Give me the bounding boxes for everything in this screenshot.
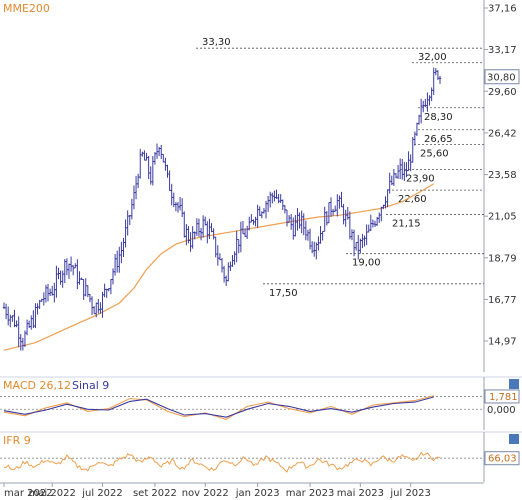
time-axis-tick-label: mai 2022: [29, 488, 76, 499]
macd-panel: MACD 26,12 Sinal 9 0,000 1,781: [0, 376, 522, 430]
level-label: 32,00: [418, 52, 447, 63]
price-y-tick-label: 37,16: [488, 4, 517, 15]
ifr-last-value-label: 66,03: [488, 454, 517, 465]
price-y-tick-label: 23,58: [488, 170, 517, 181]
time-axis-tick-label: mai 2023: [337, 488, 384, 499]
last-price-label: 30,80: [487, 72, 516, 83]
level-label: 25,60: [420, 148, 449, 159]
macd-zero-tick: 0,000: [487, 405, 516, 416]
macd-signal-legend-label: Sinal 9: [72, 379, 109, 392]
level-label: 21,15: [392, 218, 421, 229]
price-y-tick-label: 26,42: [488, 128, 517, 139]
ifr-last-value-box: [484, 451, 520, 466]
price-bars: [2, 67, 442, 351]
price-y-tick-label: 33,17: [488, 45, 517, 56]
level-lines: 33,30 32,00 28,30 26,65 25,60 23,90 22,60 21,15…: [196, 37, 484, 299]
ifr-panel-button[interactable]: [509, 434, 519, 444]
macd-panel-button[interactable]: [509, 379, 519, 389]
level-label: 28,30: [424, 112, 453, 123]
price-y-tick-label: 18,79: [488, 253, 517, 264]
price-y-tick-label: 29,60: [488, 87, 517, 98]
price-plot-area: [0, 0, 484, 372]
level-label: 26,65: [424, 134, 453, 145]
ifr-panel: IFR 9 66,03: [0, 431, 522, 482]
price-y-tick-label: 21,05: [488, 212, 517, 223]
last-price-box: [484, 69, 520, 85]
ifr-legend-label: IFR 9: [3, 434, 31, 447]
level-label: 19,00: [352, 258, 381, 269]
level-label: 23,90: [406, 174, 435, 185]
time-axis-tick-label: mar 2022: [4, 488, 53, 499]
price-y-tick-label: 14,97: [488, 337, 517, 348]
time-axis-tick-label: jan 2023: [235, 488, 280, 499]
macd-last-value-label: 1,781: [489, 392, 518, 403]
time-axis-tick-label: jul 2023: [389, 488, 431, 499]
macd-last-value-box: [484, 389, 520, 404]
time-axis-tick-label: jul 2022: [81, 488, 123, 499]
time-axis-tick-label: set 2022: [133, 488, 177, 499]
macd-signal-line: [3, 396, 434, 418]
macd-legend-label: MACD 26,12: [3, 379, 71, 392]
level-label: 33,30: [202, 37, 231, 48]
last-price-marker: 30,80: [484, 69, 520, 85]
price-y-tick-label: 16,77: [488, 295, 517, 306]
time-axis-tick-label: nov 2022: [182, 488, 229, 499]
moving-average-legend: MME200: [3, 2, 50, 15]
level-label: 22,60: [398, 194, 427, 205]
level-label: 17,50: [269, 288, 298, 299]
price-panel: MME200 33,30 32,00 28,30 26,65 25,60 23,90 22,…: [0, 0, 520, 372]
time-axis-tick-label: mar 2023: [286, 488, 335, 499]
price-y-ticks: 37,16 33,17 29,60 26,42 23,58 21,05 18,79 16,77…: [484, 4, 517, 348]
ifr-line: [4, 451, 441, 473]
